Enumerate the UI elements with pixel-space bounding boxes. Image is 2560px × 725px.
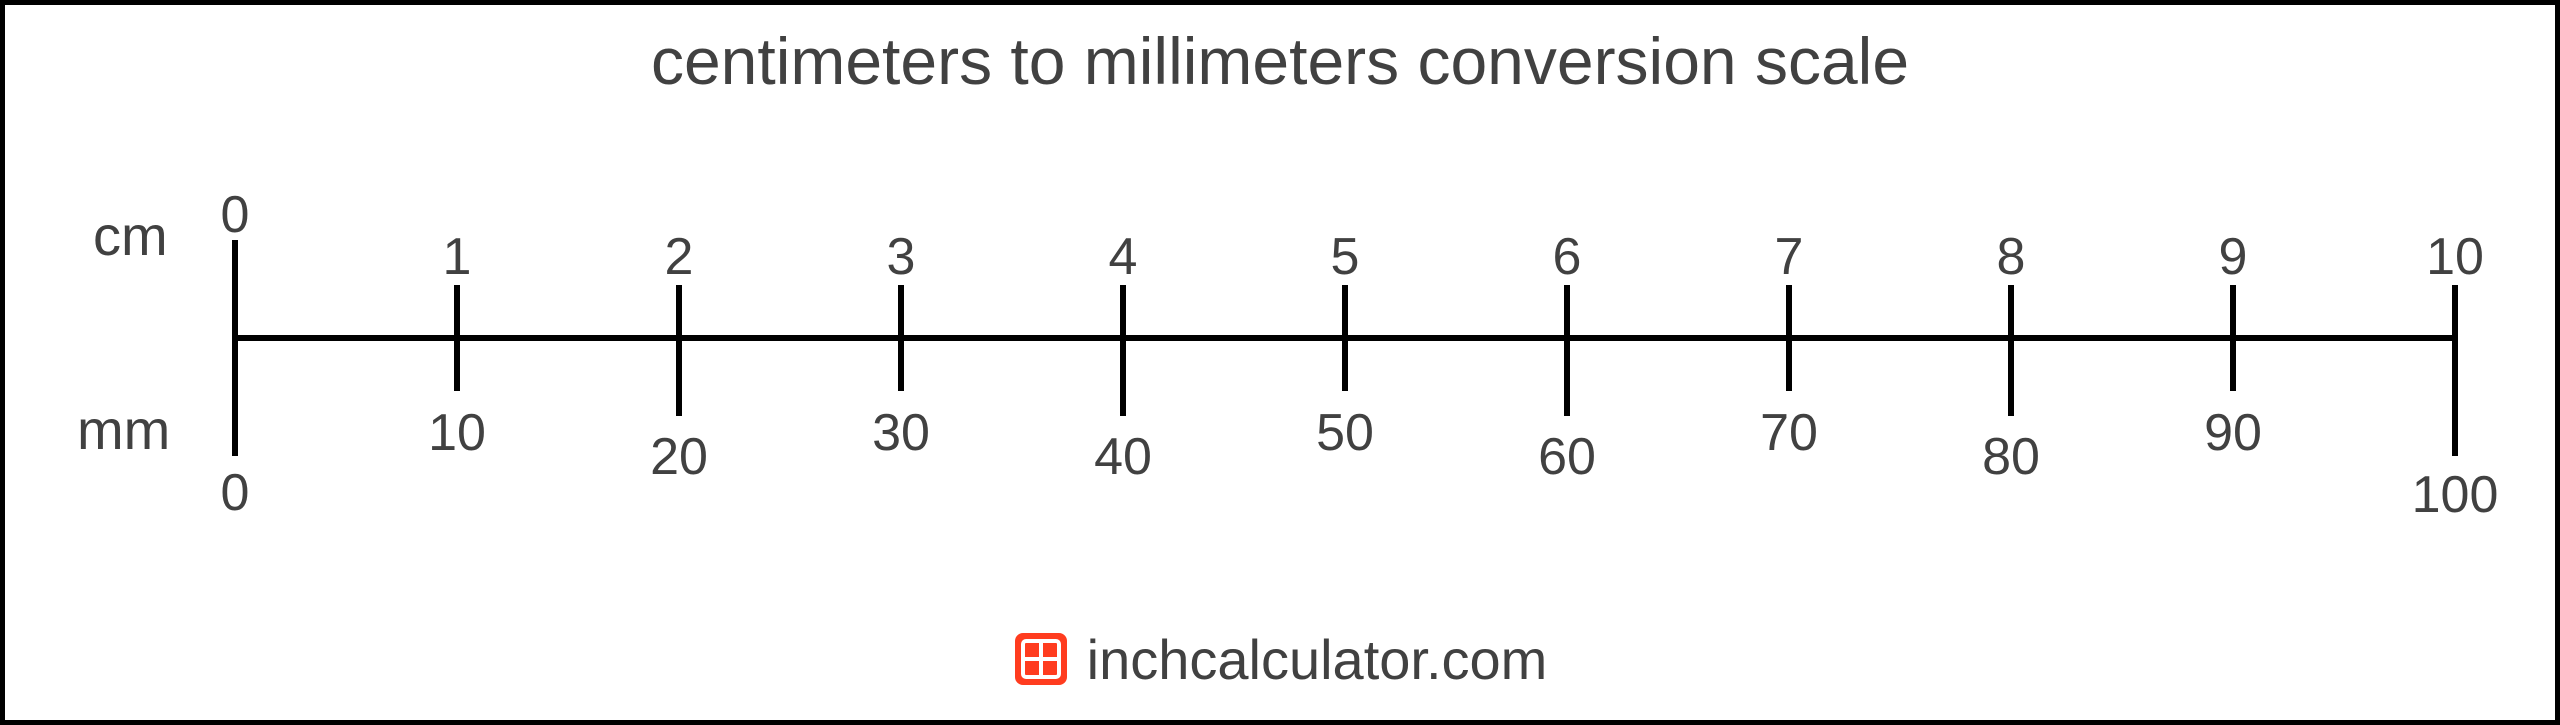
tick-mm: [2452, 335, 2458, 456]
tick-label-mm: 10: [428, 403, 486, 463]
tick-label-mm: 80: [1982, 427, 2040, 487]
tick-label-cm: 0: [221, 185, 250, 245]
tick-label-mm: 100: [2412, 465, 2499, 525]
tick-cm: [2452, 285, 2458, 341]
tick-cm: [2008, 285, 2014, 341]
tick-label-cm: 4: [1109, 227, 1138, 287]
tick-label-mm: 30: [872, 403, 930, 463]
tick-cm: [454, 285, 460, 341]
tick-mm: [1342, 335, 1348, 391]
tick-label-mm: 40: [1094, 427, 1152, 487]
tick-label-cm: 5: [1331, 227, 1360, 287]
diagram-title: centimeters to millimeters conversion sc…: [5, 23, 2555, 99]
tick-cm: [232, 240, 238, 341]
tick-label-cm: 2: [665, 227, 694, 287]
tick-label-mm: 90: [2204, 403, 2262, 463]
footer: inchcalculator.com: [5, 627, 2555, 693]
tick-cm: [2230, 285, 2236, 341]
tick-cm: [1342, 285, 1348, 341]
tick-label-mm: 20: [650, 427, 708, 487]
tick-label-mm: 70: [1760, 403, 1818, 463]
tick-mm: [898, 335, 904, 391]
tick-cm: [676, 285, 682, 341]
diagram-frame: centimeters to millimeters conversion sc…: [0, 0, 2560, 725]
tick-mm: [1120, 335, 1126, 416]
tick-mm: [1786, 335, 1792, 391]
tick-cm: [1786, 285, 1792, 341]
tick-mm: [454, 335, 460, 391]
tick-mm: [2008, 335, 2014, 416]
tick-label-cm: 8: [1997, 227, 2026, 287]
tick-label-cm: 9: [2219, 227, 2248, 287]
tick-cm: [898, 285, 904, 341]
tick-label-cm: 6: [1553, 227, 1582, 287]
tick-label-cm: 1: [443, 227, 472, 287]
unit-label-mm: mm: [77, 397, 170, 462]
tick-label-cm: 7: [1775, 227, 1804, 287]
tick-label-cm: 3: [887, 227, 916, 287]
tick-mm: [676, 335, 682, 416]
tick-label-mm: 60: [1538, 427, 1596, 487]
tick-label-cm: 10: [2426, 227, 2484, 287]
unit-label-cm: cm: [93, 203, 168, 268]
footer-text: inchcalculator.com: [1087, 627, 1548, 692]
tick-mm: [2230, 335, 2236, 391]
tick-mm: [232, 335, 238, 456]
tick-label-mm: 50: [1316, 403, 1374, 463]
tick-mm: [1564, 335, 1570, 416]
tick-label-mm: 0: [221, 463, 250, 523]
tick-cm: [1120, 285, 1126, 341]
tick-cm: [1564, 285, 1570, 341]
calculator-icon: [1013, 631, 1069, 687]
